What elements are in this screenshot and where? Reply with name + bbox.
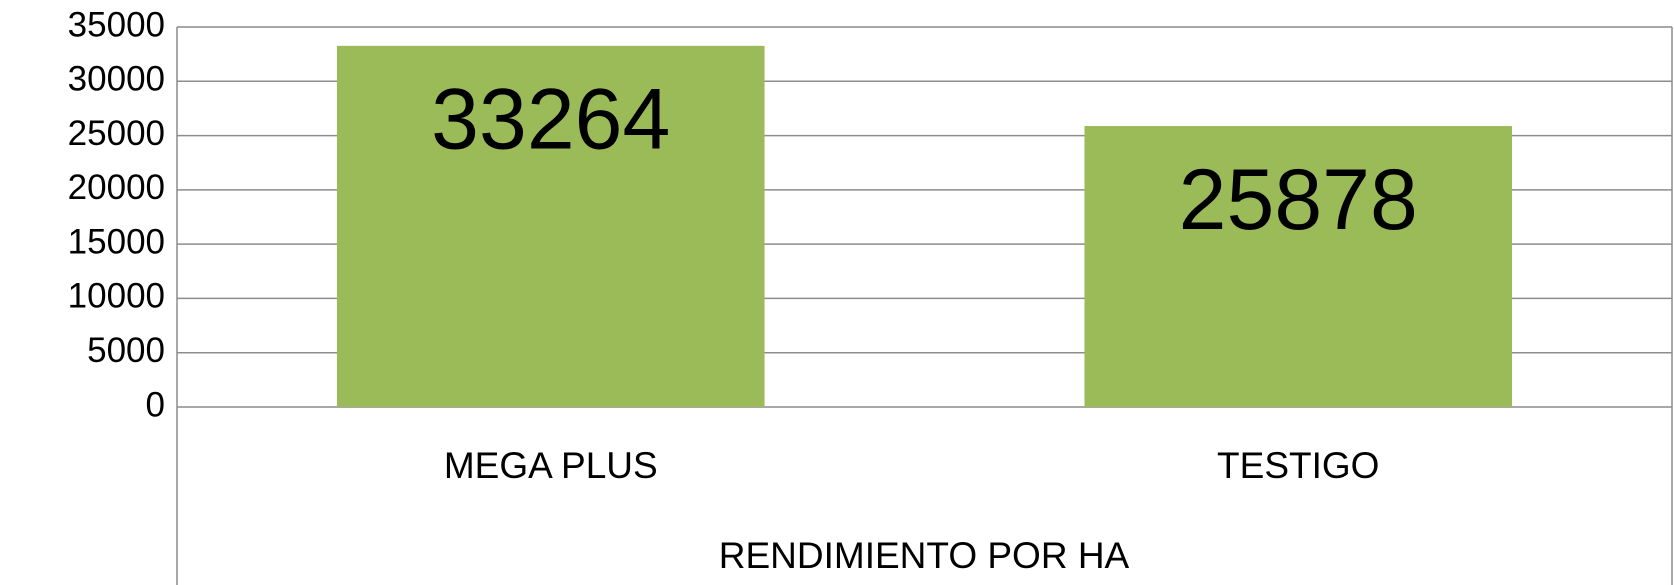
x-tick-label: TESTIGO xyxy=(1217,445,1379,486)
y-tick-label: 0 xyxy=(146,385,165,424)
y-tick-label: 5000 xyxy=(87,331,165,370)
x-tick-label: MEGA PLUS xyxy=(444,445,658,486)
data-label: 25878 xyxy=(1179,152,1418,248)
y-tick-label: 10000 xyxy=(68,277,165,316)
y-tick-label: 20000 xyxy=(68,168,165,207)
x-axis-title: RENDIMIENTO POR HA xyxy=(719,535,1130,576)
data-label: 33264 xyxy=(431,72,670,168)
y-tick-label: 35000 xyxy=(68,5,165,44)
y-tick-label: 15000 xyxy=(68,222,165,261)
bar xyxy=(1084,126,1513,408)
y-tick-label: 25000 xyxy=(68,114,165,153)
y-tick-label: 30000 xyxy=(68,60,165,99)
bar xyxy=(336,45,765,408)
